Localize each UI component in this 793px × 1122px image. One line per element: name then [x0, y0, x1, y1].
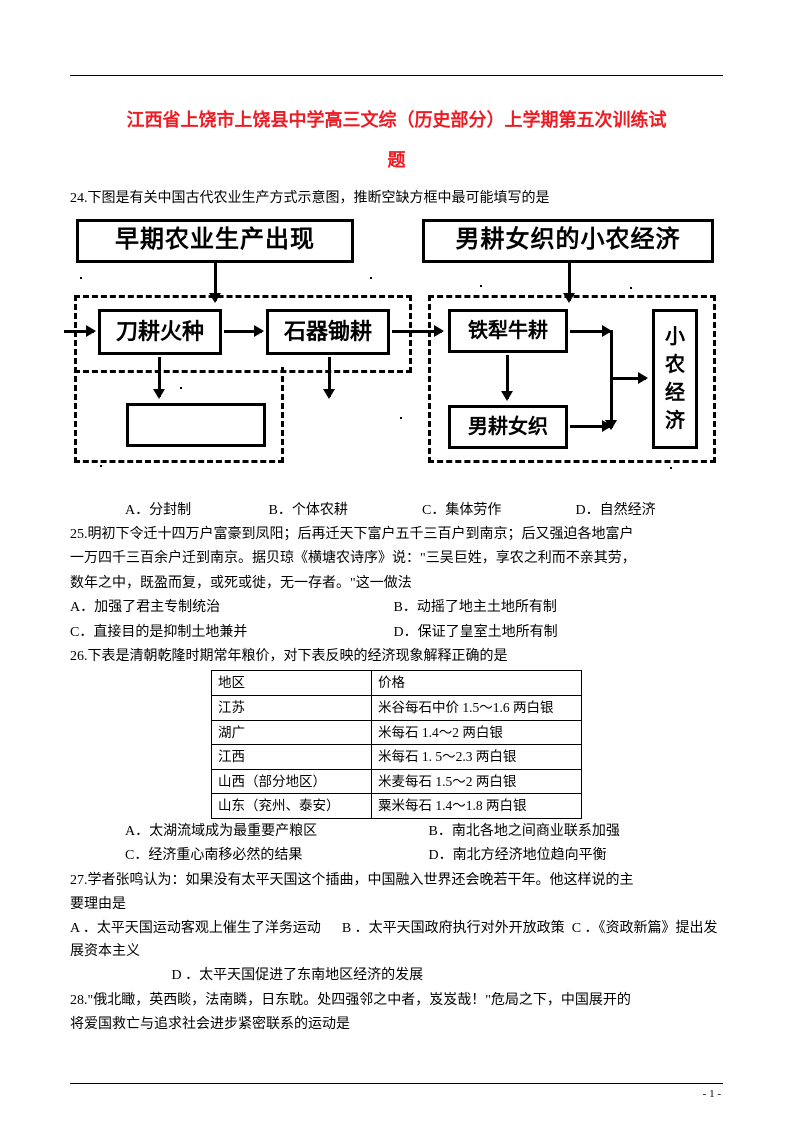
q25-optC: C．直接目的是抑制土地兼并 [70, 622, 390, 644]
q27-optB: B ．太平天国政府执行对外开放政策 [342, 921, 565, 936]
title-line1: 江西省上饶市上饶县中学高三文综（历史部分）上学期第五次训练试 [70, 101, 723, 141]
q26-optD: D．南北方经济地位趋向平衡 [429, 848, 607, 863]
table-row: 湖广米每石 1.4～2 两白银 [212, 720, 582, 745]
q25-opts-row1: A．加强了君主专制统治 B．动摇了地主土地所有制 [70, 597, 723, 619]
q24-optA: A．分封制 [125, 500, 265, 522]
q28-l2: 将爱国救亡与追求社会进步紧密联系的运动是 [70, 1014, 723, 1036]
diagram-box-side: 小农经济 [652, 309, 698, 449]
q27-opts-row2: D ．太平天国促进了东南地区经济的发展 [70, 965, 723, 987]
q24-optD: D．自然经济 [576, 500, 656, 522]
q25-optA: A．加强了君主专制统治 [70, 597, 390, 619]
arrow-9 [570, 330, 610, 333]
q26-optB: B．南北各地之间商业联系加强 [429, 824, 620, 839]
q26-optC: C．经济重心南移必然的结果 [125, 845, 425, 867]
diagram-box-top-left: 早期农业生产出现 [76, 219, 354, 263]
arrow-4 [224, 330, 262, 333]
table-row: 江西米每石 1. 5～2.3 两白银 [212, 745, 582, 770]
arrow-10 [570, 425, 610, 428]
table-row: 山东（兖州、泰安）粟米每石 1.4～1.8 两白银 [212, 794, 582, 819]
q25-optB: B．动摇了地主土地所有制 [394, 600, 557, 615]
th-region: 地区 [212, 671, 372, 696]
q27-optD: D ．太平天国促进了东南地区经济的发展 [172, 968, 424, 983]
table-row: 地区价格 [212, 671, 582, 696]
diagram-box-top-right: 男耕女织的小农经济 [422, 219, 714, 263]
q28-l1: 28."俄北瞰，英西睒，法南瞵，日东耽。处四强邻之中者，岌岌哉！"危局之下，中国… [70, 990, 723, 1012]
q25-optD: D．保证了皇室土地所有制 [394, 625, 558, 640]
q24-optC: C．集体劳作 [422, 500, 572, 522]
q24-stem: 24.下图是有关中国古代农业生产方式示意图，推断空缺方框中最可能填写的是 [70, 188, 723, 210]
q26-optA: A．太湖流域成为最重要产粮区 [125, 821, 425, 843]
arrow-6 [158, 357, 161, 397]
q27-l2: 要理由是 [70, 894, 723, 916]
arrow-1 [214, 263, 217, 301]
q25-l3: 数年之中，既盈而复，或死或徙，无一存者。"这一做法 [70, 573, 723, 595]
diagram-box-small3: 铁犁牛耕 [448, 309, 568, 353]
q26-opts-row2: C．经济重心南移必然的结果 D．南北方经济地位趋向平衡 [125, 845, 723, 867]
arrow-3 [64, 330, 94, 333]
page-number: - 1 - [703, 1086, 721, 1104]
q26-opts-row1: A．太湖流域成为最重要产粮区 B．南北各地之间商业联系加强 [125, 821, 723, 843]
header-rule [70, 75, 723, 76]
exam-title: 江西省上饶市上饶县中学高三文综（历史部分）上学期第五次训练试 题 [70, 101, 723, 180]
q24-diagram: 早期农业生产出现 男耕女织的小农经济 刀耕火种 石器锄耕 铁犁牛耕 男耕女织 小… [70, 217, 720, 472]
q27-l1: 27.学者张鸣认为：如果没有太平天国这个插曲，中国融入世界还会晚若干年。他这样说… [70, 870, 723, 892]
q27-opts-row1: A ．太平天国运动客观上催生了洋务运动 B ．太平天国政府执行对外开放政策 C … [70, 918, 723, 963]
table-row: 山西（部分地区）米麦每石 1.5～2 两白银 [212, 769, 582, 794]
footer-rule [70, 1083, 723, 1084]
arrow-7 [328, 357, 331, 397]
q25-l1: 25.明初下令迁十四万户富豪到凤阳；后再迁天下富户五千三百户到南京；后又强迫各地… [70, 524, 723, 546]
q24-options: A．分封制 B．个体农耕 C．集体劳作 D．自然经济 [125, 500, 723, 522]
arrow-5 [392, 330, 442, 333]
q26-table: 地区价格 江苏米谷每石中价 1.5～1.6 两白银 湖广米每石 1.4～2 两白… [211, 670, 582, 819]
diagram-box-small4: 男耕女织 [448, 405, 568, 449]
q25-opts-row2: C．直接目的是抑制土地兼并 D．保证了皇室土地所有制 [70, 622, 723, 644]
q27-optA: A ．太平天国运动客观上催生了洋务运动 [70, 921, 321, 936]
diagram-box-small1: 刀耕火种 [98, 309, 222, 355]
arrow-11 [610, 377, 646, 380]
q24-optB: B．个体农耕 [269, 500, 419, 522]
diagram-box-blank [126, 403, 266, 447]
title-line2: 题 [70, 141, 723, 181]
th-price: 价格 [372, 671, 582, 696]
arrow-2 [568, 263, 571, 301]
diagram-box-small2: 石器锄耕 [266, 309, 390, 355]
q25-l2: 一万四千三百余户迁到南京。据贝琼《横塘农诗序》说："三吴巨姓，享农之利而不亲其劳… [70, 548, 723, 570]
arrow-8 [506, 355, 509, 399]
q26-stem: 26.下表是清朝乾隆时期常年粮价，对下表反映的经济现象解释正确的是 [70, 646, 723, 668]
table-row: 江苏米谷每石中价 1.5～1.6 两白银 [212, 695, 582, 720]
